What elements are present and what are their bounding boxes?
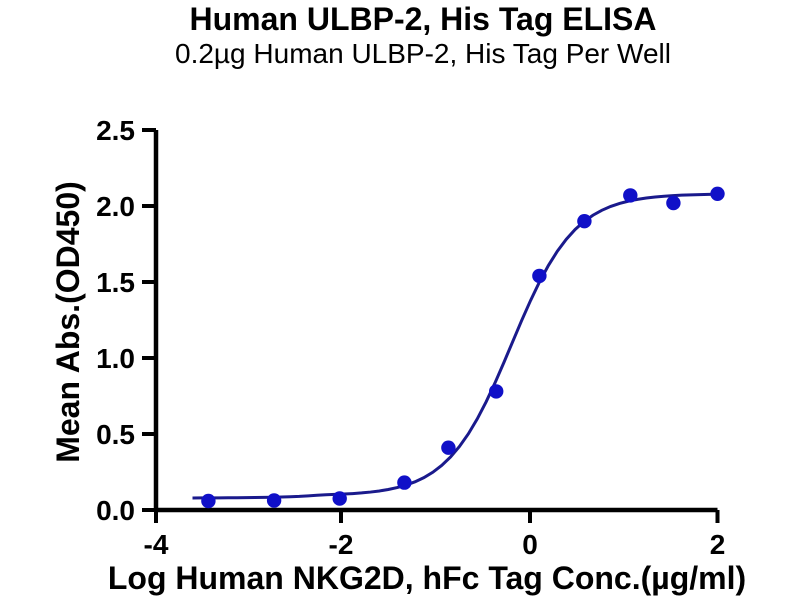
svg-text:1.5: 1.5 (96, 267, 135, 298)
svg-text:-2: -2 (329, 529, 354, 560)
svg-text:2.5: 2.5 (96, 115, 135, 146)
svg-text:Mean Abs.(OD450): Mean Abs.(OD450) (50, 181, 86, 463)
svg-text:2.0: 2.0 (96, 191, 135, 222)
svg-text:0: 0 (522, 529, 538, 560)
svg-text:0.0: 0.0 (96, 495, 135, 526)
svg-text:0.5: 0.5 (96, 419, 135, 450)
svg-text:-4: -4 (144, 529, 169, 560)
svg-text:1.0: 1.0 (96, 343, 135, 374)
svg-text:2: 2 (710, 529, 726, 560)
